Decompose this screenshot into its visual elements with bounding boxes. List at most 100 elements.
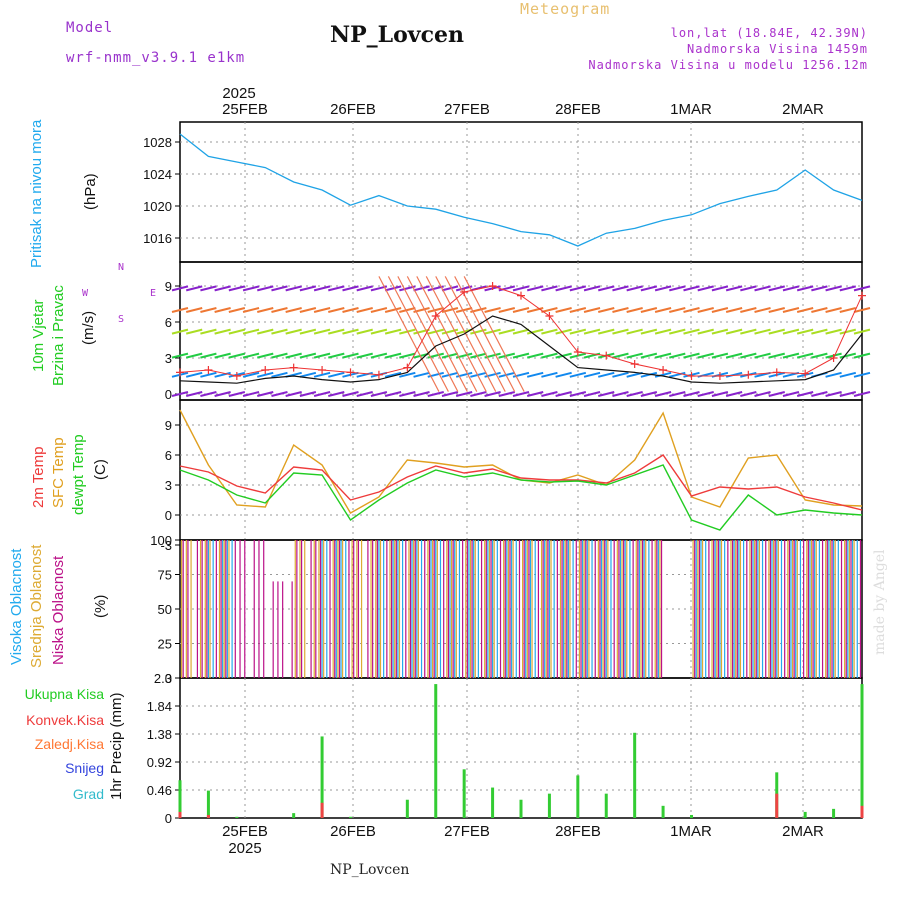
- wind-arrow: [356, 352, 373, 359]
- wind-arrow: [399, 307, 416, 313]
- wind-arrow: [768, 285, 785, 292]
- wind-arrow: [626, 285, 643, 292]
- wind-arrow: [697, 307, 714, 313]
- total-rain-bar: [462, 769, 466, 818]
- footer-station-name: NP_Lovcen: [330, 862, 410, 878]
- wind-arrow: [640, 307, 658, 313]
- wind-arrow: [839, 307, 857, 313]
- wind-arrow: [185, 328, 203, 335]
- y-tick-label: -3: [160, 538, 172, 553]
- wind-arrow: [654, 391, 672, 397]
- wind-arrow: [299, 391, 317, 397]
- wind-arrow: [796, 285, 814, 292]
- wind-arrow: [397, 276, 459, 392]
- total-rain-bar: [519, 799, 523, 818]
- wind-arrow: [185, 391, 203, 397]
- wind-arrow: [669, 371, 686, 378]
- wind-arrow: [725, 328, 743, 335]
- wind-arrow: [171, 307, 189, 313]
- wind-gust-marker: [744, 370, 753, 379]
- wind-arrow: [413, 328, 430, 335]
- wind-arrow: [370, 328, 388, 335]
- wind-arrow: [498, 328, 516, 335]
- wind-arrow: [342, 352, 359, 359]
- wind-arrow: [257, 285, 274, 292]
- wind-arrow: [583, 285, 601, 292]
- wind-arrow: [470, 352, 487, 359]
- wind-arrow: [640, 328, 658, 335]
- wind-arrow: [441, 391, 459, 397]
- model-name: wrf-nmm_v3.9.1 e1km: [66, 50, 246, 66]
- y-tick-label: 0: [165, 671, 172, 686]
- wind-arrow: [416, 276, 478, 392]
- wind-gust-marker: [374, 370, 383, 379]
- wind-arrow: [853, 352, 871, 359]
- wind-arrow: [413, 391, 430, 397]
- wind-arrow: [328, 371, 345, 378]
- wind-arrow: [399, 371, 416, 378]
- wind-arrow: [796, 328, 814, 335]
- wind-arrow: [754, 307, 771, 313]
- wind-arrow: [825, 285, 842, 292]
- wind-arrow: [356, 285, 373, 292]
- wind-arrow: [384, 391, 402, 397]
- wind-arrow: [839, 285, 857, 292]
- wind-gust-marker: [602, 351, 611, 360]
- wind-arrow: [654, 307, 672, 313]
- y-tick-label: 1024: [143, 167, 172, 182]
- wind-arrow: [853, 307, 871, 313]
- compass-rose: W E N S: [82, 262, 162, 326]
- wind-arrow: [384, 371, 402, 378]
- wind-arrow: [598, 328, 615, 335]
- dewpt-temp-line: [179, 464, 863, 531]
- panel-frame-4: [179, 677, 863, 819]
- wind-arrow: [171, 391, 189, 397]
- wind-arrow: [271, 285, 288, 292]
- wind-arrow: [740, 285, 757, 292]
- wind-arrow: [853, 371, 871, 378]
- wind-arrow: [285, 352, 302, 359]
- wind-arrow: [555, 328, 572, 335]
- total-rain-bar: [235, 816, 239, 818]
- wind-arrow: [242, 352, 260, 359]
- wind-arrow: [228, 307, 246, 313]
- wind-arrow: [583, 391, 601, 397]
- wind-arrow: [825, 371, 842, 378]
- wind-arrow: [555, 352, 572, 359]
- total-rain-bar: [178, 780, 182, 818]
- wind-arrow: [299, 328, 317, 335]
- wind-arrow: [669, 307, 686, 313]
- panel-frame-0: [179, 121, 863, 263]
- wind-arrow: [526, 352, 544, 359]
- legend-convective-rain: Konvek.Kisa: [26, 712, 104, 728]
- wind-arrow: [498, 352, 516, 359]
- wind-arrow: [328, 352, 345, 359]
- compass-south-label: S: [118, 314, 125, 325]
- y-tick-label: 6: [165, 315, 172, 330]
- wind-arrow: [740, 391, 757, 397]
- wind-arrow: [399, 352, 416, 359]
- compass-west-label: W: [82, 288, 89, 299]
- y-tick-label: 9: [165, 279, 172, 294]
- convective-rain-bar: [320, 802, 324, 818]
- wind-arrow: [640, 285, 658, 292]
- model-elevation-label: Nadmorska Visina u modelu 1256.12m: [588, 58, 868, 72]
- wind-arrow: [526, 307, 544, 313]
- wind-arrow: [185, 352, 203, 359]
- y-tick-label: 0.46: [147, 783, 172, 798]
- total-rain-bar: [206, 790, 210, 818]
- total-rain-bar: [349, 816, 352, 818]
- wind-arrow: [697, 391, 714, 397]
- wind-arrow: [441, 328, 459, 335]
- wind-arrow: [725, 371, 743, 378]
- wind-gust-marker: [431, 312, 440, 320]
- wind-arrow: [285, 328, 302, 335]
- total-rain-bar: [832, 808, 836, 818]
- wind-arrow: [811, 328, 828, 335]
- wind-arrow: [299, 307, 317, 313]
- page-title: NP_Lovcen: [330, 22, 464, 48]
- wind-gust-marker: [318, 366, 327, 374]
- compass-east-label: E: [150, 288, 157, 299]
- wind-arrow: [498, 391, 516, 397]
- wind-arrow: [697, 352, 714, 359]
